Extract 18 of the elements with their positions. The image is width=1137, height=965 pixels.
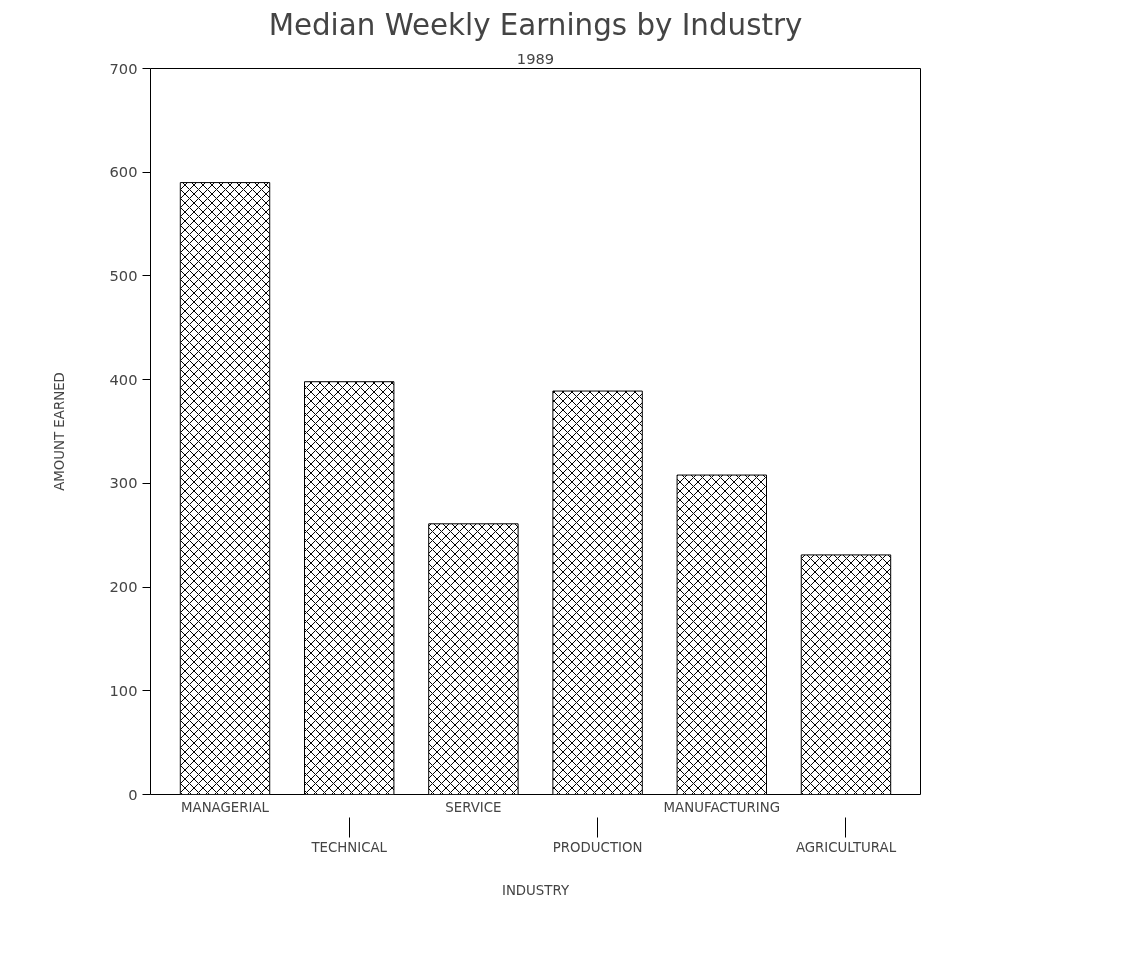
x-tick-label: MANUFACTURING xyxy=(663,799,780,815)
chart-title: Median Weekly Earnings by Industry xyxy=(268,7,803,42)
y-tick-label: 200 xyxy=(109,578,138,596)
y-tick-label: 500 xyxy=(109,266,138,284)
y-tick-label: 300 xyxy=(109,474,138,492)
y-tick-label: 600 xyxy=(109,163,138,181)
x-tick-label: SERVICE xyxy=(445,799,502,815)
y-tick-label: 400 xyxy=(109,370,138,388)
chart-subtitle: 1989 xyxy=(516,49,555,67)
y-axis-title: AMOUNT EARNED xyxy=(51,372,67,491)
x-tick-label: TECHNICAL xyxy=(310,839,388,855)
y-tick-label: 700 xyxy=(109,59,138,77)
y-tick-label: 100 xyxy=(109,681,138,699)
x-tick-label: PRODUCTION xyxy=(552,839,643,855)
x-axis-title: INDUSTRY xyxy=(501,882,570,898)
x-tick-label: MANAGERIAL xyxy=(181,799,270,815)
x-tick-label: AGRICULTURAL xyxy=(795,839,897,855)
y-tick-label: 0 xyxy=(128,785,138,803)
